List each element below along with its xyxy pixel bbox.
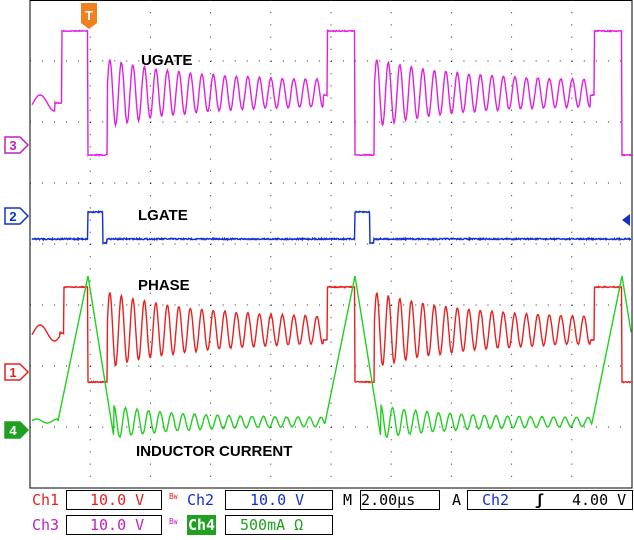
- trace-ugate: [31, 28, 632, 157]
- trigger-level-icon: [622, 214, 630, 226]
- ground-marker-shape: [4, 363, 30, 381]
- ground-marker-shape: [4, 421, 30, 439]
- ch4-scale: 500mA Ω: [240, 516, 304, 534]
- trigger-prefix: A: [452, 491, 462, 509]
- trigger-marker-label: T: [85, 8, 93, 23]
- ch4-label: Ch4: [187, 515, 217, 535]
- trigger-level-marker: [622, 214, 630, 226]
- trace-labels: UGATE LGATE PHASE INDUCTOR CURRENT: [136, 52, 292, 460]
- ground-marker-label: 3: [9, 138, 16, 153]
- ground-marker-shape: [4, 207, 30, 225]
- timebase-box: [360, 490, 440, 510]
- ground-marker-label: 2: [9, 209, 16, 224]
- ground-marker-ch2: 2: [4, 207, 30, 225]
- trace-inductor-current: [31, 275, 632, 439]
- ch1-scale-box: [66, 490, 162, 510]
- ground-marker-ch3: 3: [4, 136, 30, 154]
- plot-background: [0, 0, 634, 490]
- ch2-label: Ch2: [187, 491, 215, 509]
- label-inductor-current: INDUCTOR CURRENT: [136, 443, 292, 460]
- ground-marker-label: 1: [9, 365, 16, 380]
- ground-marker-label: 4: [9, 423, 17, 438]
- ch2-scale: 10.0 V: [250, 491, 305, 509]
- label-phase: PHASE: [138, 277, 190, 294]
- bw-limit-icon-1: BW: [169, 492, 178, 502]
- ch2-scale-box: [225, 490, 333, 510]
- ch3-label: Ch3: [32, 516, 60, 534]
- ground-marker-ch4: 4: [4, 421, 30, 439]
- trace-lgate: [31, 209, 632, 245]
- ch1-scale: 10.0 V: [90, 491, 145, 509]
- trigger-marker-icon: [81, 3, 97, 29]
- timebase: M 2.00µs: [343, 491, 416, 509]
- oscilloscope-plot: UGATE LGATE PHASE INDUCTOR CURRENT 3 2 1 4 T: [0, 0, 634, 490]
- trigger-source: Ch2: [482, 491, 510, 509]
- label-ugate: UGATE: [141, 52, 192, 69]
- trigger-level: 4.00 V: [572, 491, 627, 509]
- ground-markers: 3 2 1 4: [4, 136, 30, 439]
- graticule: [29, 0, 633, 489]
- trigger-slope-icon: ʃ: [535, 491, 545, 509]
- ground-marker-ch1: 1: [4, 363, 30, 381]
- bw-limit-icon-2: BW: [169, 517, 178, 527]
- ch1-label: Ch1: [32, 491, 60, 509]
- ch3-scale: 10.0 V: [90, 516, 145, 534]
- trigger-marker: T: [81, 3, 97, 29]
- label-lgate: LGATE: [138, 207, 188, 224]
- trace-phase: [31, 285, 632, 384]
- trigger-box: [467, 490, 633, 510]
- scope-readout: Ch1 10.0 V BW Ch2 10.0 V M 2.00µs A Ch2 …: [0, 490, 634, 540]
- traces: [31, 28, 632, 439]
- ground-marker-shape: [4, 136, 30, 154]
- ch4-scale-box: [225, 515, 333, 535]
- ch3-scale-box: [66, 515, 162, 535]
